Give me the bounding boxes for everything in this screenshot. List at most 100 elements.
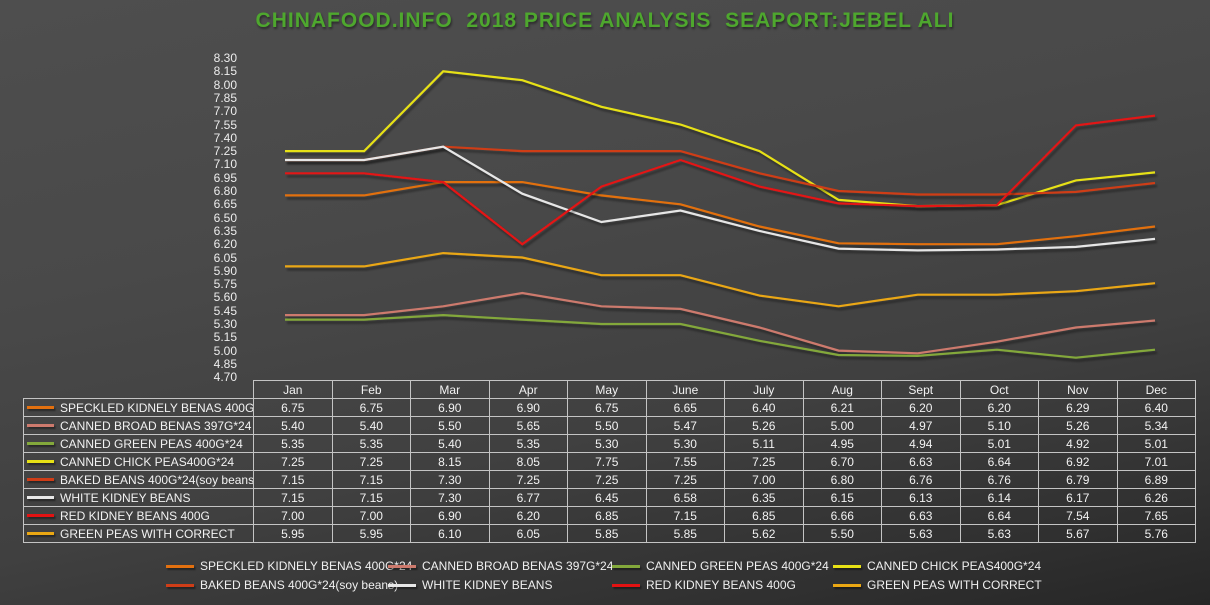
table-value-cell: 6.20: [881, 398, 961, 417]
y-axis-tick-label: 5.30: [213, 317, 237, 331]
table-value-cell: 5.67: [1038, 524, 1118, 543]
legend-color-swatch: [166, 564, 194, 568]
legend-item: WHITE KIDNEY BEANS: [388, 578, 552, 592]
series-line: [285, 251, 1156, 308]
table-value-cell: 7.25: [488, 470, 568, 489]
table-value-cell: 5.34: [1116, 416, 1196, 435]
series-color-swatch: [27, 532, 54, 535]
table-value-cell: 7.25: [331, 452, 411, 471]
table-value-cell: 8.15: [410, 452, 490, 471]
table-value-cell: 5.01: [959, 434, 1039, 453]
table-value-cell: 6.75: [253, 398, 333, 417]
legend-label: WHITE KIDNEY BEANS: [422, 578, 553, 592]
table-value-cell: 6.17: [1038, 488, 1118, 507]
table-value-cell: 5.35: [488, 434, 568, 453]
series-label-cell: WHITE KIDNEY BEANS: [23, 488, 254, 507]
table-value-cell: 7.15: [331, 470, 411, 489]
table-value-cell: 6.90: [410, 506, 490, 525]
y-axis-tick-label: 6.65: [213, 197, 237, 212]
legend-label: CANNED CHICK PEAS400G*24: [867, 559, 1042, 573]
y-axis-tick-label: 6.50: [213, 210, 237, 225]
table-value-cell: 7.00: [331, 506, 411, 525]
table-value-cell: 6.35: [724, 488, 804, 507]
legend-item: CANNED CHICK PEAS400G*24: [833, 559, 1041, 573]
table-value-cell: 5.40: [253, 416, 333, 435]
y-axis-tick-label: 7.10: [213, 157, 237, 172]
table-value-cell: 5.85: [567, 524, 647, 543]
series-name-label: CANNED BROAD BENAS 397G*24: [60, 418, 252, 433]
table-value-cell: 7.75: [567, 452, 647, 471]
y-axis-tick-label: 7.85: [213, 90, 237, 105]
y-axis-tick-label: 6.20: [213, 237, 237, 252]
table-column-header: May: [567, 380, 647, 399]
legend-item: CANNED BROAD BENAS 397G*24: [388, 559, 613, 573]
table-value-cell: 6.75: [567, 398, 647, 417]
legend-item: BAKED BEANS 400G*24(soy beans): [166, 578, 398, 592]
table-value-cell: 5.63: [881, 524, 961, 543]
table-value-cell: 5.11: [724, 434, 804, 453]
table-row: BAKED BEANS 400G*24(soy beans) 7.15 7.15 7.…: [23, 470, 1196, 489]
table-value-cell: 4.97: [881, 416, 961, 435]
y-axis-tick-label: 5.60: [213, 290, 237, 305]
series-line: [285, 181, 1156, 246]
table-column-header: Dec: [1116, 380, 1196, 399]
table-column-header: Oct: [959, 380, 1039, 399]
table-value-cell: 5.26: [1038, 416, 1118, 435]
legend-color-swatch: [388, 564, 416, 568]
table-value-cell: 7.15: [645, 506, 725, 525]
table-value-cell: 6.13: [881, 488, 961, 507]
y-axis-tick-label: 8.15: [213, 64, 237, 79]
series-name-label: CANNED GREEN PEAS 400G*24: [60, 436, 243, 451]
y-axis-tick-label: 7.40: [213, 130, 237, 145]
series-name-label: WHITE KIDNEY BEANS: [60, 490, 191, 505]
table-value-cell: 6.45: [567, 488, 647, 507]
y-axis-tick-label: 6.05: [213, 250, 237, 265]
table-value-cell: 6.14: [959, 488, 1039, 507]
page-title: CHINAFOOD.INFO 2018 PRICE ANALYSIS SEAPO…: [255, 9, 955, 32]
table-value-cell: 5.76: [1116, 524, 1196, 543]
series-name-label: BAKED BEANS 400G*24(soy beans): [60, 472, 254, 487]
table-value-cell: 5.01: [1116, 434, 1196, 453]
table-value-cell: 5.95: [253, 524, 333, 543]
table-value-cell: 5.65: [488, 416, 568, 435]
table-value-cell: 6.75: [331, 398, 411, 417]
y-axis-tick-label: 4.85: [213, 356, 237, 371]
legend-label: BAKED BEANS 400G*24(soy beans): [200, 578, 399, 592]
table-value-cell: 6.29: [1038, 398, 1118, 417]
table-value-cell: 6.85: [567, 506, 647, 525]
legend-color-swatch: [612, 583, 640, 587]
legend-color-swatch: [833, 583, 861, 587]
table-value-cell: 7.15: [253, 470, 333, 489]
table-column-header: Sept: [881, 380, 961, 399]
table-value-cell: 7.25: [724, 452, 804, 471]
table-value-cell: 7.15: [253, 488, 333, 507]
table-value-cell: 5.95: [331, 524, 411, 543]
table-value-cell: 4.92: [1038, 434, 1118, 453]
y-axis-tick-label: 6.35: [213, 223, 237, 238]
table-value-cell: 7.01: [1116, 452, 1196, 471]
table-value-cell: 5.50: [410, 416, 490, 435]
table-row: CANNED CHICK PEAS400G*24 7.25 7.25 8.15 8.05…: [23, 452, 1196, 471]
series-name-label: RED KIDNEY BEANS 400G: [60, 508, 210, 523]
table-column-header: June: [645, 380, 725, 399]
table-value-cell: 5.63: [959, 524, 1039, 543]
table-value-cell: 5.50: [802, 524, 882, 543]
table-value-cell: 7.25: [645, 470, 725, 489]
series-color-swatch: [27, 406, 54, 409]
table-value-cell: 5.50: [567, 416, 647, 435]
legend-color-swatch: [833, 564, 861, 568]
series-name-label: CANNED CHICK PEAS400G*24: [60, 454, 235, 469]
y-axis-tick-label: 8.00: [213, 77, 237, 92]
series-label-cell: GREEN PEAS WITH CORRECT: [23, 524, 254, 543]
y-axis-tick-label: 6.80: [213, 184, 237, 198]
table-column-header: Apr: [488, 380, 568, 399]
table-row: CANNED BROAD BENAS 397G*24 5.40 5.40 5.50 5.…: [23, 416, 1196, 435]
table-value-cell: 6.76: [881, 470, 961, 489]
table-value-cell: 5.30: [567, 434, 647, 453]
y-axis-tick-label: 5.15: [213, 330, 237, 345]
table-row: RED KIDNEY BEANS 400G 7.00 7.00 6.90 6.20 6.8…: [23, 506, 1196, 525]
table-row: GREEN PEAS WITH CORRECT 5.95 5.95 6.10 6.05 5…: [23, 524, 1196, 543]
legend-item: SPECKLED KIDNELY BENAS 400G*24: [166, 559, 412, 573]
table-value-cell: 6.26: [1116, 488, 1196, 507]
